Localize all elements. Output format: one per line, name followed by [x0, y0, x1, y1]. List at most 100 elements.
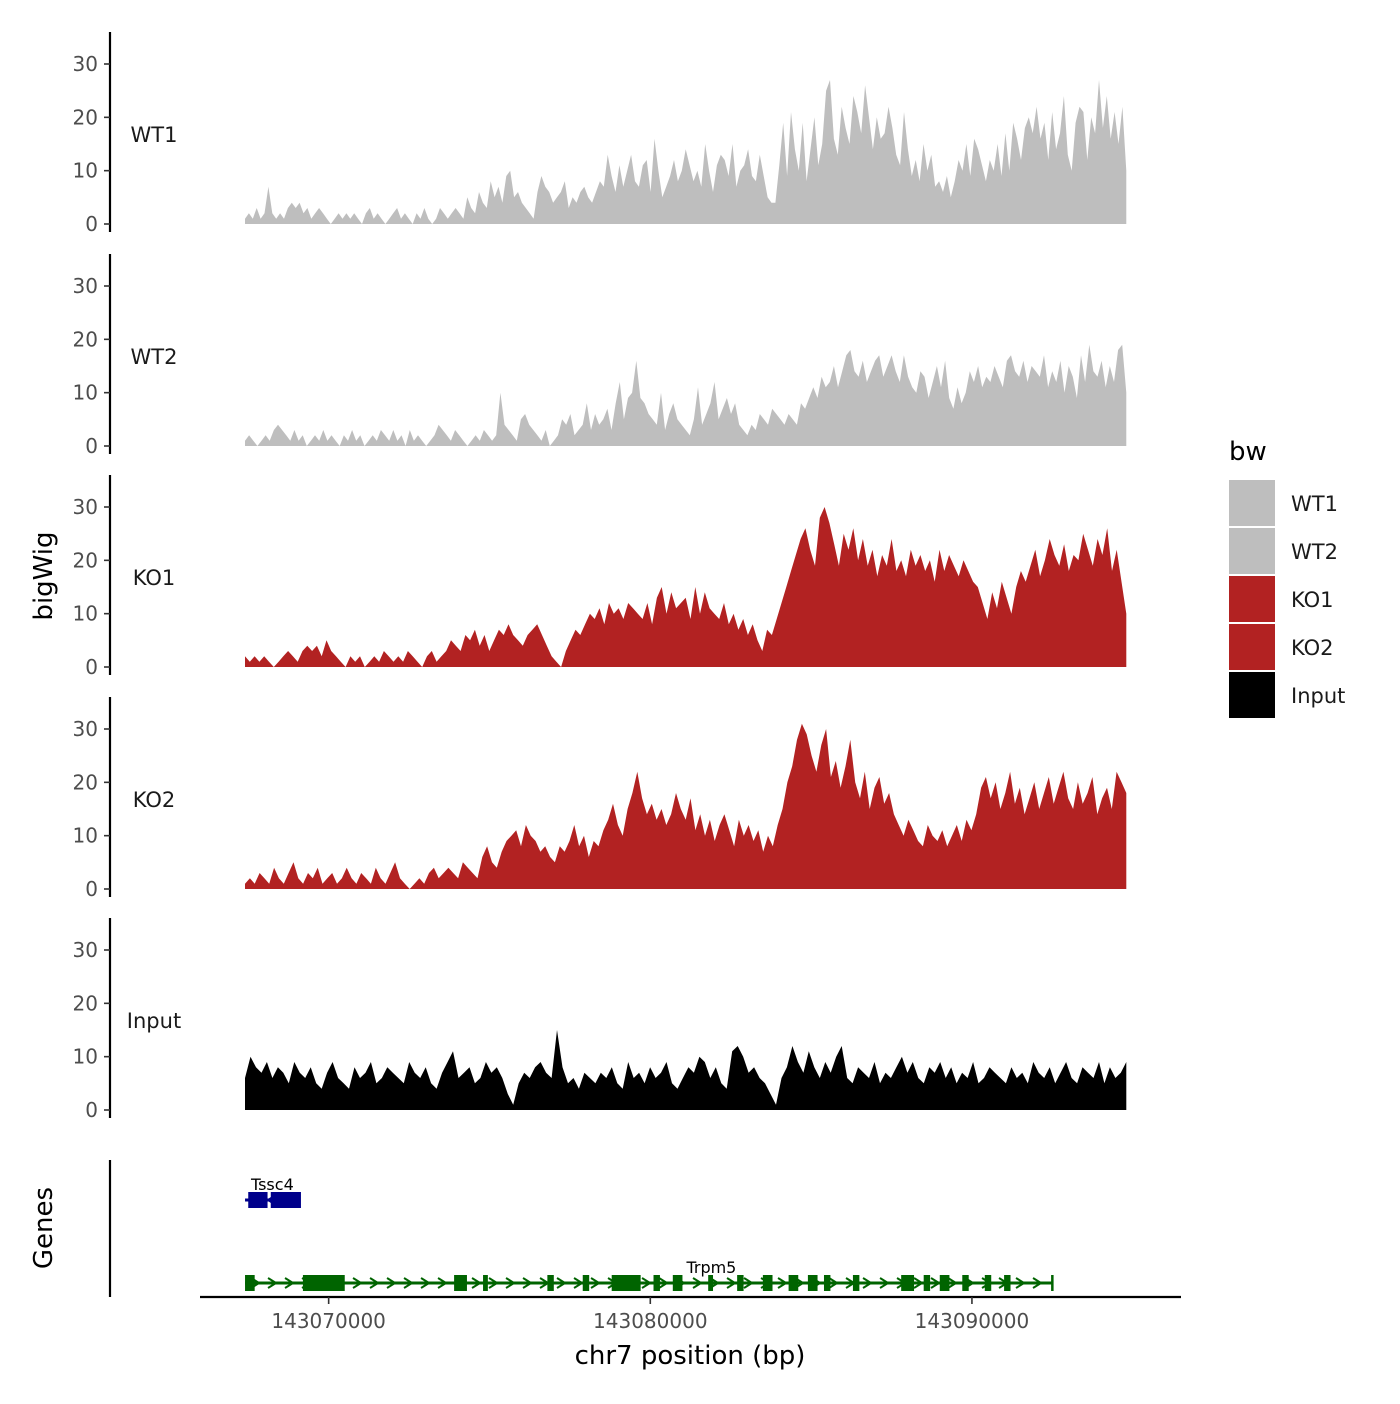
y-axis-title: bigWig — [29, 531, 59, 620]
track-label-ko2: KO2 — [133, 788, 176, 812]
y-tick-label: 30 — [73, 52, 98, 76]
legend-label-ko2: KO2 — [1291, 636, 1334, 660]
genes-panel: Tssc4 Trpm5 — [108, 1160, 1054, 1297]
y-tick-label: 20 — [73, 327, 98, 351]
y-tick-label: 20 — [73, 105, 98, 129]
exon — [483, 1275, 488, 1291]
legend-key-input — [1229, 672, 1275, 718]
exon — [823, 1275, 831, 1291]
y-tick-label: 0 — [85, 434, 98, 458]
strand-arrow — [1032, 1277, 1043, 1289]
track-wt2: 0 10 20 30 WT2 — [73, 254, 1127, 458]
exon — [708, 1275, 714, 1291]
strand-arrow — [386, 1277, 397, 1289]
x-axis: 143070000 143080000 143090000 — [200, 1295, 1181, 1333]
exon — [737, 1275, 744, 1291]
y-tick-label: 10 — [73, 824, 98, 848]
exon — [901, 1275, 915, 1291]
strand-arrow — [556, 1277, 567, 1289]
y-tick-label: 30 — [73, 274, 98, 298]
legend: bw WT1 WT2 KO1 KO2 Input — [1229, 437, 1345, 718]
legend-title: bw — [1229, 437, 1267, 467]
track-label-wt2: WT2 — [131, 345, 178, 369]
legend-label-wt1: WT1 — [1291, 492, 1338, 516]
strand-arrow — [403, 1277, 414, 1289]
coverage-area-ko1 — [245, 507, 1127, 667]
y-tick-label: 10 — [73, 602, 98, 626]
legend-label-input: Input — [1291, 684, 1345, 708]
strand-arrow — [658, 1277, 669, 1289]
strand-arrow — [471, 1277, 482, 1289]
coverage-area-input — [245, 1030, 1127, 1110]
y-tick-label: 0 — [85, 877, 98, 901]
y-tick-label: 10 — [73, 159, 98, 183]
strand-arrow — [352, 1277, 363, 1289]
exon — [939, 1275, 950, 1291]
strand-arrow — [726, 1277, 737, 1289]
strand-arrow — [641, 1277, 652, 1289]
gene-label-trpm5: Trpm5 — [685, 1258, 736, 1277]
strand-arrow — [437, 1277, 448, 1289]
exon — [245, 1275, 255, 1291]
y-tick-label: 10 — [73, 1045, 98, 1069]
exon — [547, 1275, 554, 1291]
genes-axis-title: Genes — [29, 1187, 59, 1269]
exon — [653, 1275, 660, 1291]
exon — [762, 1275, 773, 1291]
strand-arrow — [692, 1277, 703, 1289]
exon — [270, 1192, 300, 1208]
exon — [1004, 1275, 1011, 1291]
y-tick-label: 0 — [85, 212, 98, 236]
exon — [611, 1275, 641, 1291]
x-tick-label: 143070000 — [271, 1309, 386, 1333]
strand-arrow — [267, 1277, 278, 1289]
strand-arrow — [369, 1277, 380, 1289]
y-tick-label: 30 — [73, 495, 98, 519]
signal-tracks: 0 10 20 30 WT1 0 10 20 30 WT2 0 10 20 30 KO1 0 10 20 30 KO2… — [73, 32, 1127, 1122]
track-input: 0 10 20 30 Input — [73, 918, 1127, 1122]
track-ko2: 0 10 20 30 KO2 — [73, 697, 1127, 901]
exon — [962, 1275, 969, 1291]
exon — [248, 1192, 268, 1208]
y-tick-label: 20 — [73, 548, 98, 572]
exon — [923, 1275, 931, 1291]
exon — [852, 1275, 860, 1291]
strand-arrow — [1015, 1277, 1026, 1289]
track-label-ko1: KO1 — [133, 566, 176, 590]
coverage-area-ko2 — [245, 723, 1127, 889]
coverage-area-wt1 — [245, 80, 1127, 224]
exon — [454, 1275, 467, 1291]
exon — [672, 1275, 683, 1291]
exon — [582, 1275, 590, 1291]
track-label-input: Input — [127, 1009, 181, 1033]
x-tick-label: 143080000 — [593, 1309, 708, 1333]
strand-arrow — [828, 1277, 839, 1289]
strand-arrow — [947, 1277, 958, 1289]
exon — [788, 1275, 799, 1291]
strand-arrow — [930, 1277, 941, 1289]
track-label-wt1: WT1 — [131, 123, 178, 147]
y-tick-label: 30 — [73, 938, 98, 962]
strand-arrow — [913, 1277, 924, 1289]
strand-arrow — [420, 1277, 431, 1289]
strand-arrow — [590, 1277, 601, 1289]
strand-arrow — [743, 1277, 754, 1289]
exon — [302, 1275, 345, 1291]
exon — [984, 1275, 992, 1291]
strand-arrow — [879, 1277, 890, 1289]
legend-key-ko2 — [1229, 624, 1275, 670]
legend-key-wt2 — [1229, 528, 1275, 574]
strand-arrow — [777, 1277, 788, 1289]
legend-label-ko1: KO1 — [1291, 588, 1334, 612]
strand-arrow — [284, 1277, 295, 1289]
legend-label-wt2: WT2 — [1291, 540, 1338, 564]
strand-arrow — [573, 1277, 584, 1289]
y-tick-label: 10 — [73, 381, 98, 405]
y-tick-label: 20 — [73, 770, 98, 794]
y-tick-label: 30 — [73, 717, 98, 741]
strand-arrow — [488, 1277, 499, 1289]
y-tick-label: 0 — [85, 655, 98, 679]
track-wt1: 0 10 20 30 WT1 — [73, 32, 1127, 236]
